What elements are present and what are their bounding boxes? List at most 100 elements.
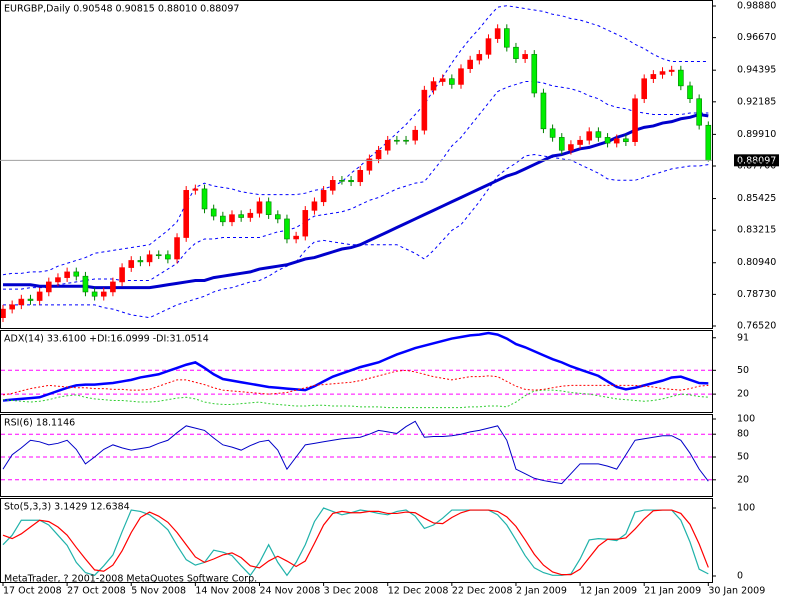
candle-body xyxy=(284,218,290,240)
pane-title: RSI(6) 18.1146 xyxy=(4,418,75,429)
y-tick-label: 20 xyxy=(737,389,749,400)
x-tick-label: 22 Dec 2008 xyxy=(452,586,513,597)
candle-body xyxy=(73,271,80,277)
candle-body xyxy=(604,137,611,144)
y-tick-label: 50 xyxy=(737,365,749,376)
pane-title: ADX(14) 33.6100 +DI:16.0999 -DI:31.0514 xyxy=(4,334,209,345)
candle-body xyxy=(1,308,6,318)
candle-body xyxy=(220,215,226,223)
x-tick-label: 24 Nov 2008 xyxy=(259,586,320,597)
candle-body xyxy=(659,71,666,75)
candle-body xyxy=(394,139,400,142)
candle-body xyxy=(485,38,492,55)
price-label: 0.88097 xyxy=(737,155,776,166)
candle-body xyxy=(311,201,318,211)
indicator-line xyxy=(2,509,709,576)
price-box xyxy=(734,154,779,167)
y-tick-label: 0.94395 xyxy=(737,65,776,76)
candle-body xyxy=(183,190,189,238)
indicator-line xyxy=(2,420,709,485)
candle-body xyxy=(119,267,125,283)
x-tick-label: 12 Jan 2009 xyxy=(580,586,637,597)
y-tick-label: 0.85425 xyxy=(737,193,776,204)
candle-body xyxy=(613,138,620,144)
candle-body xyxy=(100,291,107,297)
candle-body xyxy=(348,180,354,183)
candle-body xyxy=(549,128,556,138)
candle-body xyxy=(558,137,565,151)
candle-body xyxy=(439,78,446,82)
candle-body xyxy=(357,169,364,183)
y-tick-label: 20 xyxy=(737,474,749,485)
candle-body xyxy=(110,281,116,293)
candle-body xyxy=(449,78,455,85)
candle-body xyxy=(146,254,153,263)
candle-body xyxy=(155,254,162,257)
plot-area xyxy=(1,5,712,322)
candle-body xyxy=(531,54,538,94)
candle-body xyxy=(458,68,464,85)
x-tick-label: 2 Jan 2009 xyxy=(516,586,567,597)
candle-body xyxy=(45,281,52,293)
x-tick-label: 27 Oct 2008 xyxy=(67,586,126,597)
candle-body xyxy=(36,291,43,301)
x-tick-label: 12 Dec 2008 xyxy=(388,586,449,597)
y-tick-label: 0.89910 xyxy=(737,129,776,140)
candle-body xyxy=(201,188,208,210)
candle-body xyxy=(256,201,263,214)
y-tick-label: 0.78730 xyxy=(737,289,776,300)
y-tick-label: 0.87700 xyxy=(737,161,776,172)
candle-body xyxy=(412,129,419,141)
candle-body xyxy=(339,180,345,182)
candle-body xyxy=(641,78,648,100)
candle-body xyxy=(586,131,593,141)
candle-body xyxy=(165,254,171,260)
y-tick-label: 0.96670 xyxy=(737,32,776,43)
candle-body xyxy=(238,214,244,218)
y-tick-label: 0.98880 xyxy=(737,1,776,12)
candle-body xyxy=(595,131,602,138)
candle-body xyxy=(64,271,70,278)
y-tick-label: 100 xyxy=(737,503,755,514)
candle-body xyxy=(265,201,272,215)
indicator-line xyxy=(3,81,709,290)
pane-frame xyxy=(0,330,713,413)
candle-body xyxy=(430,81,437,91)
candle-body xyxy=(403,139,409,142)
candle-body xyxy=(174,237,180,260)
plot-area xyxy=(2,507,709,577)
candle-body xyxy=(18,298,25,306)
plot-area xyxy=(2,420,709,485)
indicator-line xyxy=(2,5,709,276)
candle-body xyxy=(128,260,135,268)
candle-body xyxy=(375,149,382,160)
candle-body xyxy=(467,59,473,69)
candle-body xyxy=(494,28,501,39)
candle-body xyxy=(27,298,34,301)
candle-body xyxy=(522,54,528,59)
x-tick-label: 14 Nov 2008 xyxy=(195,586,256,597)
candle-body xyxy=(577,139,583,145)
x-tick-label: 30 Jan 2009 xyxy=(708,586,765,597)
candle-body xyxy=(503,28,510,48)
x-tick-label: 17 Oct 2008 xyxy=(3,586,62,597)
y-tick-label: 0.76520 xyxy=(737,321,776,332)
candle-body xyxy=(229,214,235,223)
y-tick-label: 91 xyxy=(737,332,749,343)
candle-body xyxy=(274,214,281,220)
candle-body xyxy=(302,210,309,237)
y-tick-label: 100 xyxy=(737,414,755,425)
y-tick-label: 0.92185 xyxy=(737,96,776,107)
x-tick-label: 3 Dec 2008 xyxy=(324,586,379,597)
candle-body xyxy=(293,235,299,240)
candle-body xyxy=(650,74,657,80)
y-tick-label: 0.83215 xyxy=(737,225,776,236)
candle-body xyxy=(421,89,428,131)
indicator-line xyxy=(2,331,709,402)
candle-body xyxy=(55,277,61,283)
x-tick-label: 21 Jan 2009 xyxy=(644,586,701,597)
candle-body xyxy=(705,124,712,161)
indicator-line xyxy=(2,507,709,577)
candle-body xyxy=(678,69,684,87)
